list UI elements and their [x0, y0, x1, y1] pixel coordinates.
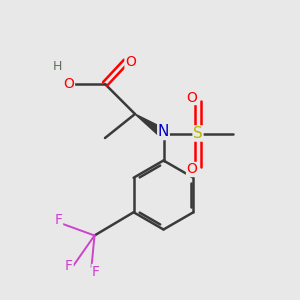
Text: O: O	[187, 91, 197, 104]
Text: F: F	[65, 259, 73, 272]
Polygon shape	[135, 114, 166, 137]
Text: F: F	[92, 265, 100, 278]
Text: H: H	[52, 59, 62, 73]
Text: S: S	[193, 126, 203, 141]
Text: N: N	[158, 124, 169, 140]
Text: O: O	[64, 77, 74, 91]
Text: O: O	[125, 55, 136, 68]
Text: O: O	[187, 163, 197, 176]
Text: F: F	[55, 214, 62, 227]
